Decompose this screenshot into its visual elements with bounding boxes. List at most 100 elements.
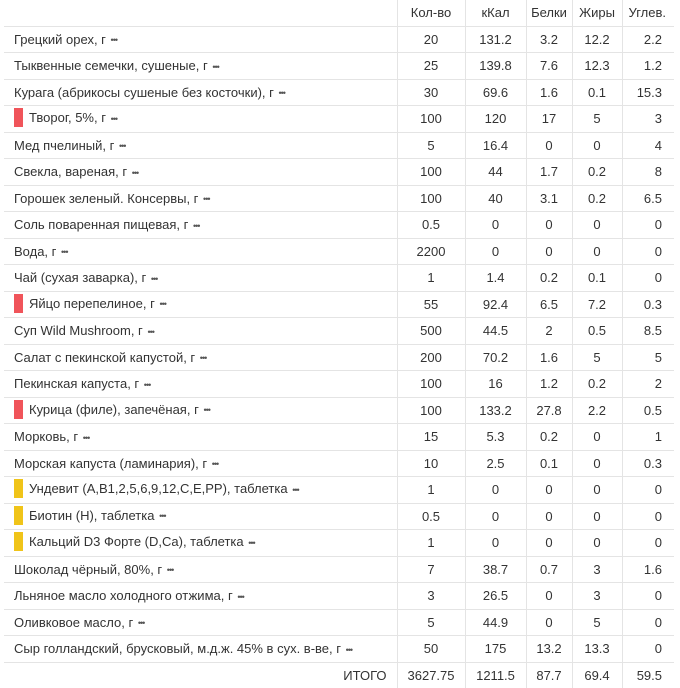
quantity-cell[interactable]: 25 — [396, 52, 466, 80]
more-options-icon[interactable]: ••• — [82, 432, 91, 443]
quantity-cell[interactable]: 100 — [396, 184, 466, 212]
quantity-cell[interactable]: 50 — [396, 635, 466, 663]
quantity-cell[interactable]: 0.5 — [396, 211, 466, 239]
product-name[interactable]: Соль поваренная пищевая, г — [14, 217, 189, 233]
carbs-cell: 0 — [621, 476, 674, 504]
more-options-icon[interactable]: ••• — [203, 194, 211, 205]
protein-cell: 0 — [525, 608, 573, 636]
quantity-cell[interactable]: 500 — [396, 317, 466, 345]
more-options-icon[interactable]: ••• — [278, 88, 287, 99]
table-row: Кальций D3 Форте (D,Ca), таблетка ••• 1 0 0… — [4, 529, 674, 557]
protein-cell: 0.2 — [525, 264, 573, 292]
quantity-cell[interactable]: 3 — [396, 582, 466, 610]
column-header-kcal[interactable]: кКал — [464, 0, 527, 27]
product-name[interactable]: Мед пчелиный, г — [14, 137, 115, 153]
product-name[interactable]: Горошек зеленый. Консервы, г — [14, 190, 199, 206]
protein-cell: 1.6 — [525, 343, 573, 371]
product-name[interactable]: Свекла, вареная, г — [14, 164, 128, 180]
column-header-protein[interactable]: Белки — [525, 0, 573, 27]
product-name[interactable]: Морковь, г — [14, 429, 79, 445]
quantity-cell[interactable]: 200 — [396, 343, 466, 371]
carbs-cell: 2.2 — [621, 25, 674, 53]
more-options-icon[interactable]: ••• — [137, 618, 146, 629]
quantity-cell[interactable]: 100 — [396, 396, 466, 424]
more-options-icon[interactable]: ••• — [147, 326, 155, 337]
more-options-icon[interactable]: ••• — [110, 35, 119, 46]
kcal-cell: 2.5 — [464, 449, 527, 477]
quantity-cell[interactable]: 30 — [396, 78, 466, 106]
more-options-icon[interactable]: ••• — [345, 644, 354, 655]
quantity-cell[interactable]: 1 — [396, 476, 466, 504]
more-options-icon[interactable]: ••• — [237, 591, 245, 602]
kcal-cell: 92.4 — [464, 290, 527, 318]
product-name[interactable]: Тыквенные семечки, сушеные, г — [14, 58, 208, 74]
more-options-icon[interactable]: ••• — [166, 565, 175, 576]
product-name-cell: Кальций D3 Форте (D,Ca), таблетка ••• — [4, 529, 398, 557]
product-name[interactable]: Сыр голландский, брусковый, м.д.ж. 45% в… — [14, 641, 341, 657]
quantity-cell[interactable]: 2200 — [396, 237, 466, 265]
quantity-cell[interactable]: 100 — [396, 370, 466, 398]
more-options-icon[interactable]: ••• — [212, 61, 220, 72]
quantity-cell[interactable]: 55 — [396, 290, 466, 318]
product-name[interactable]: Ундевит (A,B1,2,5,6,9,12,C,E,PP), таблет… — [29, 481, 288, 497]
quantity-cell[interactable]: 7 — [396, 555, 466, 583]
fat-cell: 0.1 — [571, 264, 623, 292]
product-name[interactable]: Пекинская капуста, г — [14, 376, 140, 392]
table-row: Ундевит (A,B1,2,5,6,9,12,C,E,PP), таблет… — [4, 476, 674, 504]
more-options-icon[interactable]: ••• — [211, 459, 220, 470]
more-options-icon[interactable]: ••• — [159, 511, 167, 522]
column-header-carbs[interactable]: Углев. — [621, 0, 674, 27]
product-name[interactable]: Курица (филе), запечёная, г — [29, 401, 199, 417]
total-qty: 3627.75 — [396, 661, 466, 688]
quantity-cell[interactable]: 1 — [396, 529, 466, 557]
more-options-icon[interactable]: ••• — [248, 537, 256, 548]
kcal-cell: 0 — [464, 211, 527, 239]
more-options-icon[interactable]: ••• — [61, 247, 69, 258]
product-name[interactable]: Салат с пекинской капустой, г — [14, 349, 196, 365]
product-name[interactable]: Морская капуста (ламинария), г — [14, 455, 208, 471]
more-options-icon[interactable]: ••• — [192, 220, 201, 231]
product-name[interactable]: Льняное масло холодного отжима, г — [14, 588, 233, 604]
quantity-cell[interactable]: 100 — [396, 158, 466, 186]
product-name[interactable]: Биотин (H), таблетка — [29, 507, 155, 523]
more-options-icon[interactable]: ••• — [143, 379, 152, 390]
more-options-icon[interactable]: ••• — [118, 141, 127, 152]
product-name-cell: Соль поваренная пищевая, г ••• — [4, 211, 398, 239]
quantity-cell[interactable]: 10 — [396, 449, 466, 477]
more-options-icon[interactable]: ••• — [110, 113, 119, 124]
product-name-cell: Салат с пекинской капустой, г ••• — [4, 343, 398, 371]
quantity-cell[interactable]: 0.5 — [396, 502, 466, 530]
more-options-icon[interactable]: ••• — [199, 353, 208, 364]
more-options-icon[interactable]: ••• — [203, 405, 211, 416]
protein-cell: 27.8 — [525, 396, 573, 424]
product-name[interactable]: Творог, 5%, г — [29, 110, 106, 126]
more-options-icon[interactable]: ••• — [159, 299, 167, 310]
product-name[interactable]: Курага (абрикосы сушеные без косточки), … — [14, 84, 274, 100]
quantity-cell[interactable]: 1 — [396, 264, 466, 292]
product-name[interactable]: Яйцо перепелиное, г — [29, 295, 155, 311]
total-row: ИТОГО 3627.75 1211.5 87.7 69.4 59.5 — [4, 661, 674, 688]
more-options-icon[interactable]: ••• — [150, 273, 159, 284]
product-name[interactable]: Оливковое масло, г — [14, 614, 134, 630]
kcal-cell: 44.9 — [464, 608, 527, 636]
protein-cell: 1.6 — [525, 78, 573, 106]
protein-cell: 17 — [525, 105, 573, 133]
protein-cell: 1.7 — [525, 158, 573, 186]
quantity-cell[interactable]: 5 — [396, 131, 466, 159]
quantity-cell[interactable]: 5 — [396, 608, 466, 636]
column-header-qty[interactable]: Кол-во — [396, 0, 466, 27]
more-options-icon[interactable]: ••• — [292, 484, 300, 495]
table-body: Грецкий орех, г ••• 20 131.2 3.2 12.2 2.2 Тыкв… — [4, 25, 674, 663]
product-name[interactable]: Чай (сухая заварка), г — [14, 270, 147, 286]
vitamin-marker-icon — [14, 532, 23, 552]
column-header-fat[interactable]: Жиры — [571, 0, 623, 27]
product-name[interactable]: Кальций D3 Форте (D,Ca), таблетка — [29, 534, 244, 550]
quantity-cell[interactable]: 15 — [396, 423, 466, 451]
product-name[interactable]: Вода, г — [14, 243, 57, 259]
product-name[interactable]: Суп Wild Mushroom, г — [14, 323, 143, 339]
product-name[interactable]: Шоколад чёрный, 80%, г — [14, 561, 163, 577]
quantity-cell[interactable]: 100 — [396, 105, 466, 133]
product-name[interactable]: Грецкий орех, г — [14, 31, 106, 47]
more-options-icon[interactable]: ••• — [131, 167, 140, 178]
quantity-cell[interactable]: 20 — [396, 25, 466, 53]
